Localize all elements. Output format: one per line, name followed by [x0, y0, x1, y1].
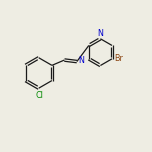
Text: Br: Br — [114, 54, 123, 63]
Text: N: N — [78, 56, 84, 65]
Text: N: N — [97, 29, 103, 38]
Text: Cl: Cl — [36, 91, 43, 100]
